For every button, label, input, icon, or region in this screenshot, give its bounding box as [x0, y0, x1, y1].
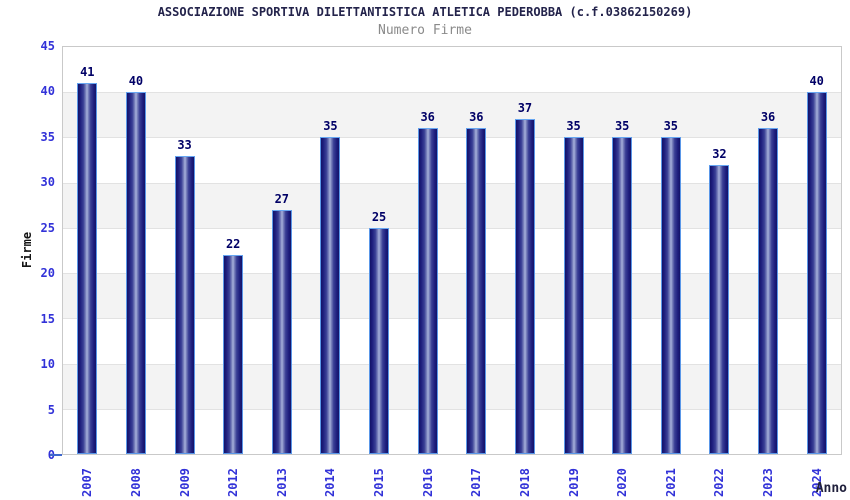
x-tick-label: 2016	[420, 468, 435, 497]
bar-value-label: 27	[274, 191, 290, 206]
y-tick-label: 15	[40, 311, 55, 326]
x-tick-label: 2019	[566, 468, 581, 497]
bar-2016	[417, 128, 438, 454]
x-tick-label: 2020	[615, 468, 630, 497]
chart-title: ASSOCIAZIONE SPORTIVA DILETTANTISTICA AT…	[157, 5, 693, 19]
y-tick-label: 10	[40, 357, 55, 372]
grid-band	[63, 318, 841, 363]
bar-2017	[466, 128, 487, 454]
x-tick-label: 2015	[372, 468, 387, 497]
bar-value-label: 35	[323, 119, 338, 134]
x-tick-label: 2007	[80, 468, 95, 497]
bar-2009	[174, 155, 195, 454]
x-tick-label: 2013	[274, 468, 289, 497]
bar-2014	[320, 137, 341, 454]
bar-value-label: 35	[614, 119, 630, 134]
bar-2019	[563, 137, 584, 454]
grid-band	[63, 408, 841, 454]
bar-2023	[758, 128, 779, 454]
x-tick-label: 2014	[323, 468, 338, 497]
grid-band	[63, 227, 841, 273]
x-tick-label: 2021	[663, 468, 678, 497]
bar-value-label: 40	[809, 74, 824, 89]
y-tick-label: 0	[0, 447, 55, 463]
x-tick-label: 2008	[128, 468, 143, 497]
x-tick-label: 2009	[177, 468, 192, 497]
x-tick-label: 2017	[469, 468, 484, 497]
x-tick-label: 2022	[712, 468, 727, 497]
bar-value-label: 25	[371, 209, 387, 224]
plot-area: 41 40 33 22 27 35 25 36 36 37 35 35 35 32 36 40	[62, 46, 842, 455]
bar-value-label: 37	[517, 101, 533, 116]
bar-2018	[514, 119, 535, 454]
bar-2008	[125, 92, 146, 454]
bar-value-label: 22	[225, 237, 241, 252]
y-axis-title: Firme	[20, 231, 34, 269]
bar-2012	[223, 255, 244, 454]
y-tick-label: 40	[40, 84, 55, 99]
bar-2022	[709, 164, 730, 454]
bar-value-label: 36	[420, 110, 435, 125]
y-tick-label: 35	[40, 129, 55, 144]
chart-subtitle: Numero Firme	[378, 23, 472, 38]
x-tick-label: 2018	[517, 468, 532, 497]
bar-value-label: 35	[663, 119, 679, 134]
grid-band	[63, 92, 841, 138]
bar-2013	[271, 209, 292, 454]
bar-value-label: 35	[566, 119, 581, 134]
bar-value-label: 33	[177, 137, 192, 152]
y-tick-label: 25	[40, 220, 55, 235]
x-axis-title: Anno	[815, 481, 847, 496]
x-axis-zero-tick-icon	[50, 454, 62, 456]
bar-value-label: 32	[712, 146, 727, 161]
bar-value-label: 41	[80, 65, 95, 80]
bar-value-label: 36	[469, 110, 484, 125]
y-tick-label: 30	[40, 175, 55, 190]
bar-value-label: 40	[128, 74, 144, 89]
bar-2020	[612, 137, 633, 454]
x-tick-label: 2023	[761, 468, 776, 497]
x-tick-label: 2012	[226, 468, 241, 497]
grid-band	[63, 137, 841, 182]
bar-value-label: 36	[760, 110, 776, 125]
bar-2021	[660, 137, 681, 454]
y-tick-label: 45	[40, 39, 55, 53]
bar-2024	[806, 92, 827, 454]
y-tick-label: 20	[40, 266, 55, 281]
bar-2007	[77, 83, 98, 454]
y-tick-label: 5	[47, 402, 55, 417]
bar-2015	[369, 227, 390, 454]
grid-band	[63, 47, 841, 92]
